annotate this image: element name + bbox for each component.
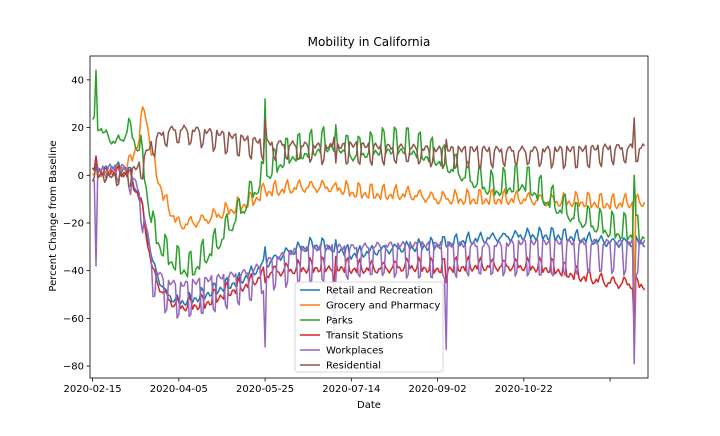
y-tick-label: 40 <box>71 75 84 86</box>
legend-label: Transit Stations <box>325 331 403 342</box>
legend-label: Parks <box>326 316 353 327</box>
series-line-transit-stations <box>91 155 646 327</box>
series-line-residential <box>91 117 646 188</box>
axes-layer: 40 20 0 −20 −40 −60 −80 2020-02-15 2020-04-05 202… <box>63 55 649 395</box>
legend-label: Grocery and Pharmacy <box>326 301 440 312</box>
y-tick-label: −20 <box>63 218 84 229</box>
y-tick-label: −60 <box>63 314 84 325</box>
legend-label: Workplaces <box>326 346 383 357</box>
legend-label: Retail and Recreation <box>326 286 433 297</box>
y-axis-title: Percent Change from Baseline <box>48 140 59 291</box>
y-tick-label: −80 <box>63 362 84 373</box>
x-tick-label: 2020-04-05 <box>150 384 208 395</box>
y-tick-label: −40 <box>63 266 84 277</box>
series-line-parks <box>91 69 646 278</box>
x-tick-label: 2020-02-15 <box>64 384 122 395</box>
x-tick-label: 2020-10-22 <box>495 384 553 395</box>
chart-title: Mobility in California <box>308 35 431 49</box>
x-axis-title: Date <box>357 400 381 411</box>
legend: Retail and Recreation Grocery and Pharmac… <box>294 281 444 373</box>
series-layer <box>91 69 646 365</box>
legend-label: Residential <box>326 361 381 372</box>
plot-frame <box>89 55 649 379</box>
series-line-grocery-and-pharmacy <box>92 106 646 308</box>
y-tick-label: 0 <box>78 171 84 182</box>
legend-box <box>294 281 444 373</box>
x-tick-label: 2020-07-14 <box>322 384 380 395</box>
x-tick-label: 2020-05-25 <box>236 384 294 395</box>
y-tick-label: 20 <box>71 123 84 134</box>
series-line-workplaces <box>92 163 646 365</box>
x-tick-label: 2020-09-02 <box>409 384 467 395</box>
